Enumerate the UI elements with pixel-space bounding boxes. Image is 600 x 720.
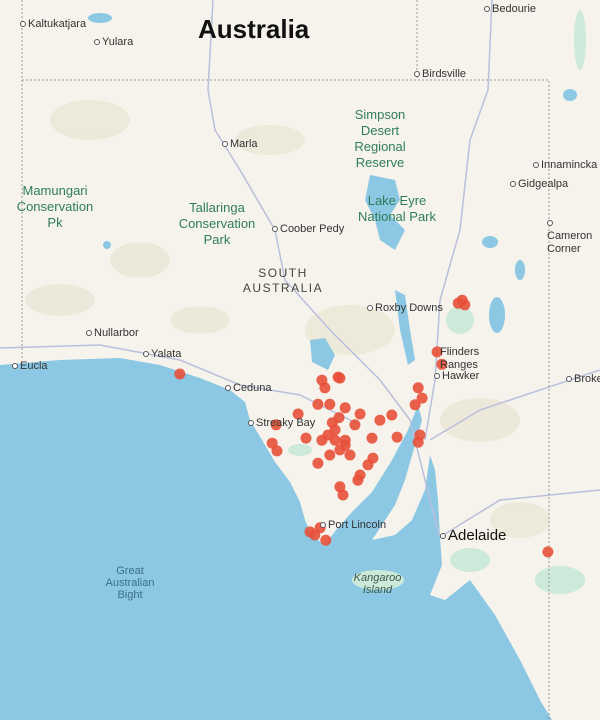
- park-label[interactable]: Tallaringa Conservation Park: [178, 200, 256, 247]
- observation-marker[interactable]: [374, 414, 386, 426]
- observation-marker[interactable]: [362, 459, 374, 471]
- state-borders: [21, 0, 550, 720]
- observation-marker[interactable]: [326, 417, 338, 429]
- town-label[interactable]: Roxby Downs: [367, 302, 443, 315]
- town-label[interactable]: Yalata: [143, 348, 181, 361]
- observation-marker[interactable]: [436, 358, 448, 370]
- observation-marker[interactable]: [337, 489, 349, 501]
- observation-marker[interactable]: [349, 419, 361, 431]
- observation-marker[interactable]: [339, 439, 351, 451]
- observation-marker[interactable]: [320, 534, 332, 546]
- town-label[interactable]: Kaltukatjara: [20, 18, 86, 31]
- region-label[interactable]: Flinders Ranges: [440, 346, 480, 371]
- town-label[interactable]: Broken Hill: [566, 373, 600, 386]
- state-label: SOUTH AUSTRALIA: [242, 266, 324, 295]
- town-label[interactable]: Yulara: [94, 36, 133, 49]
- observation-marker[interactable]: [542, 546, 554, 558]
- observation-marker[interactable]: [300, 432, 312, 444]
- observation-marker[interactable]: [412, 436, 424, 448]
- park-label[interactable]: Simpson Desert Regional Reserve: [354, 107, 406, 170]
- observation-marker[interactable]: [312, 457, 324, 469]
- observation-marker[interactable]: [309, 529, 321, 541]
- country-label: Australia: [198, 14, 310, 44]
- town-label[interactable]: Coober Pedy: [272, 223, 344, 236]
- observation-marker[interactable]: [324, 398, 336, 410]
- observation-marker[interactable]: [416, 392, 428, 404]
- observation-marker[interactable]: [271, 445, 283, 457]
- park-label[interactable]: Lake Eyre National Park: [357, 193, 437, 224]
- town-label[interactable]: Bedourie: [484, 3, 536, 16]
- observation-marker[interactable]: [319, 382, 331, 394]
- town-label[interactable]: Ceduna: [225, 382, 272, 395]
- town-label[interactable]: Streaky Bay: [248, 417, 315, 430]
- observation-marker[interactable]: [352, 474, 364, 486]
- town-label[interactable]: Eucla: [12, 360, 48, 373]
- observation-marker[interactable]: [409, 399, 421, 411]
- observation-marker[interactable]: [452, 297, 464, 309]
- observation-marker[interactable]: [391, 431, 403, 443]
- observation-marker[interactable]: [354, 408, 366, 420]
- park-areas: [288, 10, 586, 594]
- observation-markers: [174, 294, 554, 558]
- observation-marker[interactable]: [174, 368, 186, 380]
- town-label[interactable]: Hawker: [434, 370, 479, 383]
- observation-marker[interactable]: [312, 398, 324, 410]
- observation-marker[interactable]: [334, 372, 346, 384]
- town-label[interactable]: Cameron Corner: [547, 217, 597, 256]
- observation-marker[interactable]: [366, 432, 378, 444]
- observation-marker[interactable]: [344, 449, 356, 461]
- lakes: [88, 13, 577, 370]
- town-label[interactable]: Port Lincoln: [320, 519, 386, 532]
- observation-marker[interactable]: [339, 402, 351, 414]
- city-label-adelaide[interactable]: Adelaide: [440, 528, 506, 543]
- park-label[interactable]: Mamungari Conservation Pk: [16, 183, 94, 230]
- town-label[interactable]: Nullarbor: [86, 327, 139, 340]
- observation-marker[interactable]: [322, 429, 334, 441]
- sea: [0, 358, 552, 720]
- island-label: Kangaroo Island: [353, 572, 402, 596]
- observation-marker[interactable]: [431, 346, 443, 358]
- observation-marker[interactable]: [412, 382, 424, 394]
- town-label[interactable]: Birdsville: [414, 68, 466, 81]
- kangaroo-island: [352, 570, 404, 590]
- observation-marker[interactable]: [324, 449, 336, 461]
- observation-marker[interactable]: [386, 409, 398, 421]
- town-label[interactable]: Marla: [222, 138, 258, 151]
- town-label[interactable]: Gidgealpa: [510, 178, 568, 191]
- water-label: Great Australian Bight: [105, 565, 155, 601]
- town-label[interactable]: Innamincka: [533, 159, 597, 172]
